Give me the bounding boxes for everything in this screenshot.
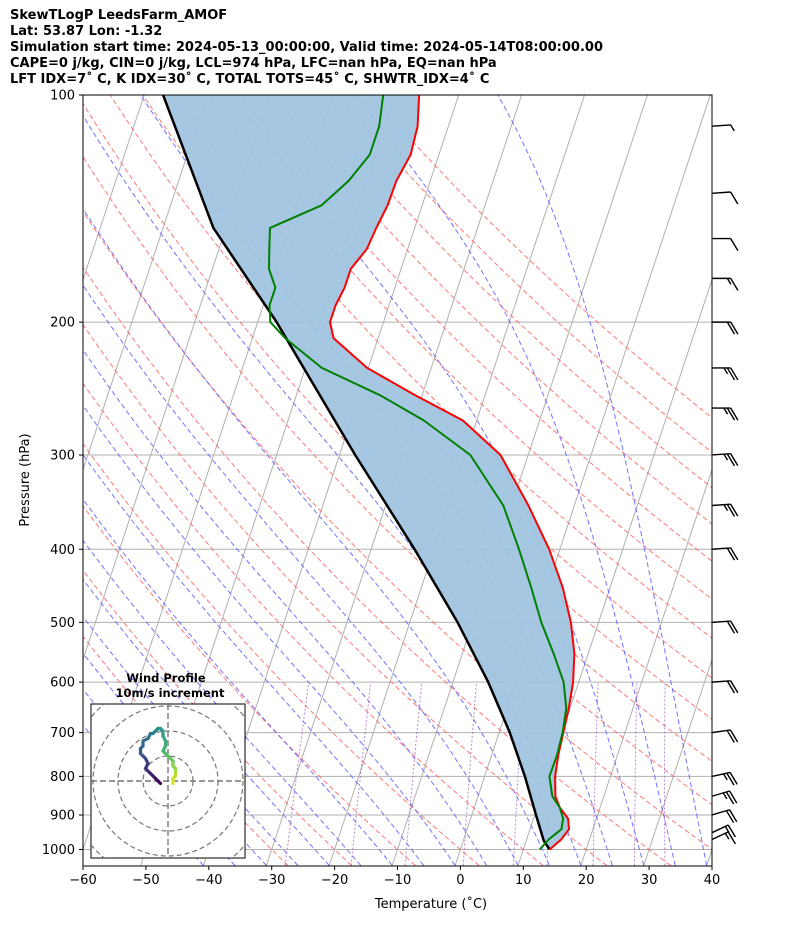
moist-adiabat: [83, 615, 299, 866]
y-tick-label: 100: [50, 89, 75, 104]
dry-adiabat: [240, 95, 712, 562]
dewpoint-profile-line: [268, 95, 568, 851]
mixing-ratio-line: [404, 682, 423, 866]
mixing-ratio-line: [592, 682, 599, 866]
isotherm: [0, 95, 81, 866]
y-tick-label: 300: [50, 448, 75, 463]
isotherm: [706, 847, 712, 866]
time-line: Simulation start time: 2024-05-13_00:00:…: [10, 40, 603, 55]
dry-adiabat: [83, 443, 480, 866]
dry-adiabat: [83, 505, 416, 866]
moist-adiabat: [83, 207, 550, 866]
cape-line: CAPE=0 j/kg, CIN=0 j/kg, LCL=974 hPa, LF…: [10, 56, 497, 71]
wind-barb: [711, 771, 738, 786]
hodograph-inset: Wind Profile 10m/s increment: [90, 671, 246, 859]
isotherm: [83, 95, 208, 472]
moist-adiabat: [355, 95, 676, 866]
isotherm: [454, 95, 711, 866]
wind-barb: [711, 809, 738, 824]
moist-adiabat: [497, 95, 708, 866]
wind-barb: [711, 824, 736, 838]
x-tick-label: −40: [195, 873, 222, 888]
wind-barb: [711, 452, 739, 467]
x-tick-label: 40: [704, 873, 721, 888]
chart-header: SkewTLogP LeedsFarm_AMOF Lat: 53.87 Lon:…: [10, 8, 603, 88]
isotherm: [643, 658, 712, 866]
wind-barb: [711, 124, 735, 132]
moist-adiabat: [83, 348, 488, 866]
y-tick-label: 900: [50, 808, 75, 823]
wind-barb: [711, 831, 736, 845]
y-tick-label: 200: [50, 316, 75, 331]
wind-barb: [711, 790, 738, 805]
wind-barb: [711, 503, 739, 517]
temperature-profile-line: [329, 95, 576, 851]
moist-adiabat: [83, 578, 330, 866]
isotherm: [0, 95, 18, 866]
wind-barb: [711, 729, 739, 743]
cin-shading: [163, 95, 575, 850]
profile-lines: [161, 95, 576, 851]
hodograph-subtitle: 10m/s increment: [116, 686, 225, 700]
cape-cin-shading: [163, 95, 575, 850]
dry-adiabat: [305, 95, 712, 489]
wind-barb: [712, 321, 739, 335]
moist-adiabat: [83, 539, 362, 866]
x-tick-label: 0: [456, 873, 464, 888]
dry-adiabat: [83, 382, 544, 866]
wind-barb: [712, 367, 739, 381]
isotherm: [83, 95, 145, 282]
wind-barb: [712, 237, 739, 251]
wind-barb: [711, 547, 739, 561]
y-tick-label: 500: [50, 616, 75, 631]
wind-barb: [711, 620, 739, 634]
moist-adiabat: [83, 404, 456, 866]
dry-adiabat: [272, 95, 712, 525]
isotherm: [580, 468, 712, 866]
y-tick-label: 400: [50, 543, 75, 558]
axes: −60 −50 −40 −30 −20 −10 0 10 20 30 40 1000 900 800 700…: [42, 89, 720, 889]
dry-adiabat: [83, 569, 353, 866]
location-line: Lat: 53.87 Lon: -1.32: [10, 24, 163, 39]
mixing-ratio-line: [284, 682, 310, 866]
x-tick-label: 20: [578, 873, 595, 888]
x-tick-label: 10: [515, 873, 532, 888]
y-tick-label: 600: [50, 676, 75, 691]
x-tick-label: 30: [641, 873, 658, 888]
background-lines: [0, 95, 712, 866]
x-tick-label: −10: [384, 873, 411, 888]
wind-barbs: [711, 124, 739, 845]
x-axis-label: Temperature (˚C): [374, 896, 487, 912]
moist-adiabat: [83, 284, 519, 866]
y-tick-label: 1000: [42, 843, 75, 858]
chart-title: SkewTLogP LeedsFarm_AMOF: [10, 8, 228, 23]
wind-barb: [712, 407, 739, 421]
mixing-ratio-line: [664, 682, 666, 866]
moist-adiabat: [83, 453, 425, 866]
dry-adiabat: [83, 210, 712, 851]
x-tick-label: −50: [132, 873, 159, 888]
y-tick-label: 700: [50, 726, 75, 741]
y-tick-label: 800: [50, 770, 75, 785]
hodograph-title: Wind Profile: [126, 671, 206, 685]
y-axis-label: Pressure (hPa): [18, 433, 33, 526]
index-line: LFT IDX=7˚ C, K IDX=30˚ C, TOTAL TOTS=45…: [10, 72, 490, 87]
mixing-ratio-line: [462, 682, 477, 866]
dry-adiabat: [83, 266, 671, 866]
wind-barb: [712, 277, 739, 291]
x-tick-label: −20: [321, 873, 348, 888]
wind-barb: [711, 680, 739, 694]
dry-adiabat: [207, 95, 712, 600]
x-tick-label: −30: [258, 873, 285, 888]
x-tick-label: −60: [69, 873, 96, 888]
mixing-ratio-line: [350, 682, 372, 866]
wind-barb: [711, 191, 739, 205]
parcel-profile-line: [161, 95, 551, 851]
mixing-ratio-line: [634, 682, 638, 866]
